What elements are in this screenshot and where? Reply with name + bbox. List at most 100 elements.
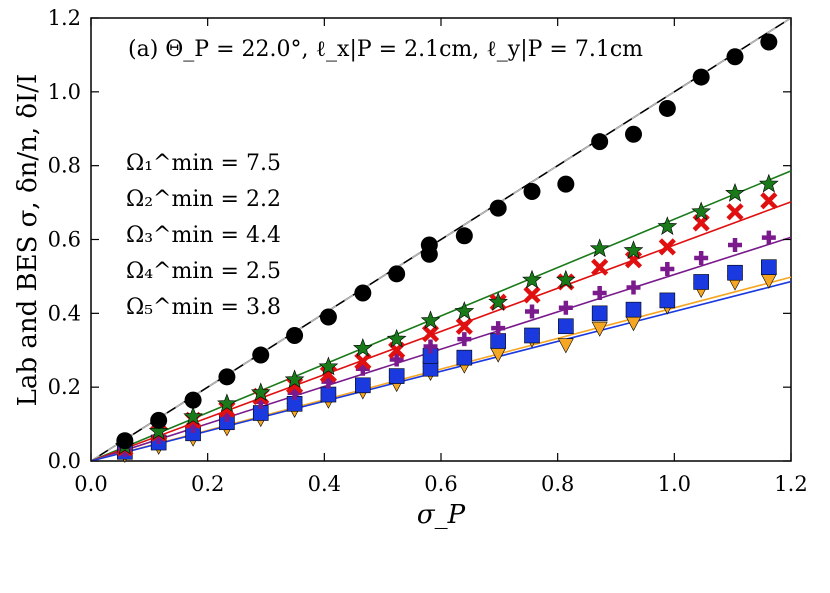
- data-point: [660, 262, 675, 277]
- data-point: [728, 238, 742, 253]
- data-point: [659, 292, 676, 309]
- data-point: [217, 393, 237, 413]
- data-point: [454, 301, 475, 320]
- fit-line-6: [90, 280, 792, 462]
- data-point: [455, 227, 473, 245]
- omega-min-label: Ω₃^min = 4.4: [126, 223, 281, 248]
- data-point: [589, 238, 610, 258]
- data-point: [286, 326, 304, 344]
- data-point: [456, 349, 473, 366]
- data-point: [522, 269, 542, 289]
- data-point: [525, 304, 539, 319]
- data-point: [657, 216, 678, 235]
- x-tick-label: 0.6: [424, 472, 457, 496]
- data-point: [761, 230, 776, 245]
- data-point: [388, 368, 405, 384]
- data-point: [150, 411, 168, 429]
- data-point: [557, 338, 574, 354]
- omega-min-label: Ω₁^min = 7.5: [126, 151, 281, 176]
- y-tick-label: 0.6: [48, 228, 81, 252]
- data-point: [726, 203, 744, 221]
- data-point: [354, 352, 372, 370]
- omega-min-label: Ω₂^min = 2.2: [126, 187, 281, 212]
- data-point: [116, 432, 134, 450]
- x-tick-label: 1.0: [658, 472, 691, 496]
- data-point: [319, 365, 338, 383]
- data-point: [184, 391, 202, 409]
- data-point: [758, 173, 779, 193]
- data-point: [658, 238, 676, 256]
- series-1: [116, 33, 778, 450]
- data-point: [761, 259, 777, 275]
- fit-line-4: [90, 236, 792, 462]
- data-point: [420, 236, 438, 254]
- data-point: [491, 321, 506, 336]
- data-point: [760, 192, 778, 210]
- data-point: [250, 382, 271, 402]
- data-point: [592, 286, 607, 301]
- data-point: [625, 301, 642, 318]
- data-point: [457, 332, 472, 347]
- data-point: [218, 368, 236, 386]
- data-point: [389, 352, 404, 367]
- data-point: [423, 339, 438, 354]
- chart-title: (a) Θ_P = 22.0°, ℓ_x|P = 2.1cm, ℓ_y|P = …: [128, 37, 643, 62]
- data-point: [623, 240, 644, 259]
- data-point: [523, 286, 541, 304]
- data-point: [252, 346, 270, 364]
- data-markers: [114, 33, 779, 463]
- data-point: [558, 300, 573, 315]
- x-tick-label: 0.4: [308, 472, 341, 496]
- data-point: [284, 369, 305, 389]
- y-tick-label: 1.0: [48, 80, 81, 104]
- axis-ticks: 0.0 0.2 0.4 0.6 0.8 1.0 1.2 0.0 0.2 0.4 0.6 0.8 1.0 1…: [48, 6, 808, 496]
- data-point: [725, 182, 745, 202]
- data-point: [386, 328, 407, 348]
- data-point: [591, 258, 609, 276]
- y-tick-label: 1.2: [48, 6, 81, 30]
- y-axis-label: Lab and BES σ, δn/n, δI/I: [13, 74, 43, 407]
- y-tick-label: 0.8: [48, 154, 81, 178]
- data-point: [488, 291, 509, 311]
- x-tick-label: 1.2: [774, 472, 807, 496]
- data-point: [421, 325, 440, 343]
- data-point: [388, 265, 406, 283]
- data-point: [694, 250, 709, 265]
- data-point: [355, 377, 371, 394]
- data-point: [320, 386, 337, 403]
- data-point: [523, 183, 541, 201]
- data-point: [691, 201, 712, 221]
- data-point: [625, 125, 642, 143]
- data-point: [658, 99, 676, 117]
- fit-line-2: [90, 170, 792, 462]
- x-axis-label: σ_P: [417, 500, 466, 530]
- y-tick-label: 0.0: [48, 449, 81, 473]
- data-point: [490, 333, 506, 349]
- omega-min-label: Ω₅^min = 3.8: [126, 295, 281, 320]
- x-tick-label: 0.8: [541, 472, 574, 496]
- data-point: [591, 133, 609, 151]
- y-tick-label: 0.2: [48, 375, 81, 399]
- data-point: [524, 327, 540, 344]
- data-point: [354, 284, 372, 302]
- y-tick-label: 0.4: [48, 301, 81, 325]
- annotation-block: Ω₁^min = 7.5 Ω₂^min = 2.2 Ω₃^min = 4.4 Ω₄^m…: [126, 151, 281, 320]
- data-point: [591, 321, 608, 337]
- data-point: [558, 318, 574, 335]
- data-point: [726, 48, 744, 66]
- data-point: [693, 274, 709, 290]
- data-point: [455, 317, 473, 335]
- fit-line-3: [90, 201, 792, 462]
- x-tick-label: 0.0: [74, 472, 107, 496]
- data-point: [183, 406, 203, 426]
- data-point: [148, 421, 169, 440]
- data-point: [591, 305, 608, 322]
- data-point: [557, 175, 575, 193]
- data-point: [760, 33, 778, 51]
- data-point: [727, 264, 743, 281]
- data-point: [692, 68, 710, 86]
- x-tick-label: 0.2: [191, 472, 224, 496]
- data-point: [555, 269, 576, 289]
- data-point: [352, 338, 373, 357]
